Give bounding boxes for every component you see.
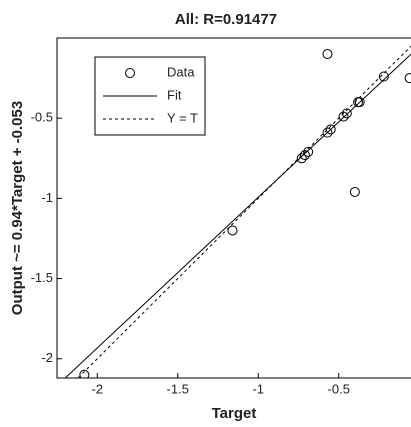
plot-area bbox=[64, 45, 411, 378]
y-tick-label: -0.5 bbox=[31, 110, 53, 125]
data-point bbox=[341, 108, 352, 119]
y-tick-label: -1.5 bbox=[31, 270, 53, 285]
x-tick-label: -2 bbox=[91, 381, 103, 396]
data-point bbox=[322, 127, 333, 138]
y-tick-label: -2 bbox=[41, 350, 53, 365]
legend: Data Fit Y = T bbox=[94, 56, 206, 136]
data-point bbox=[227, 225, 238, 236]
legend-label: Data bbox=[167, 64, 195, 79]
data-point bbox=[79, 369, 90, 378]
data-point bbox=[303, 146, 314, 157]
data-point bbox=[322, 49, 333, 60]
x-tick-label: -0.5 bbox=[328, 381, 350, 396]
x-axis-label: Target bbox=[212, 405, 257, 422]
legend-marker bbox=[125, 68, 135, 78]
fit-line bbox=[64, 53, 411, 378]
data-point bbox=[404, 73, 411, 84]
legend-label: Fit bbox=[167, 87, 182, 102]
x-tick-label: -1.5 bbox=[167, 381, 189, 396]
data-point bbox=[338, 111, 349, 122]
x-tick-label: -1 bbox=[252, 381, 264, 396]
data-point bbox=[354, 97, 365, 108]
data-point bbox=[299, 150, 310, 161]
data-point bbox=[325, 124, 336, 135]
axes-box bbox=[56, 37, 411, 379]
identity-line bbox=[77, 45, 411, 378]
chart-title: All: R=0.91477 bbox=[175, 11, 277, 28]
data-point bbox=[296, 153, 307, 164]
data-point bbox=[378, 71, 389, 82]
legend-label: Y = T bbox=[167, 110, 198, 125]
y-axis-label: Output ~= 0.94*Target + -0.053 bbox=[9, 101, 26, 315]
data-point bbox=[349, 186, 360, 197]
y-tick-label: -1 bbox=[41, 190, 53, 205]
